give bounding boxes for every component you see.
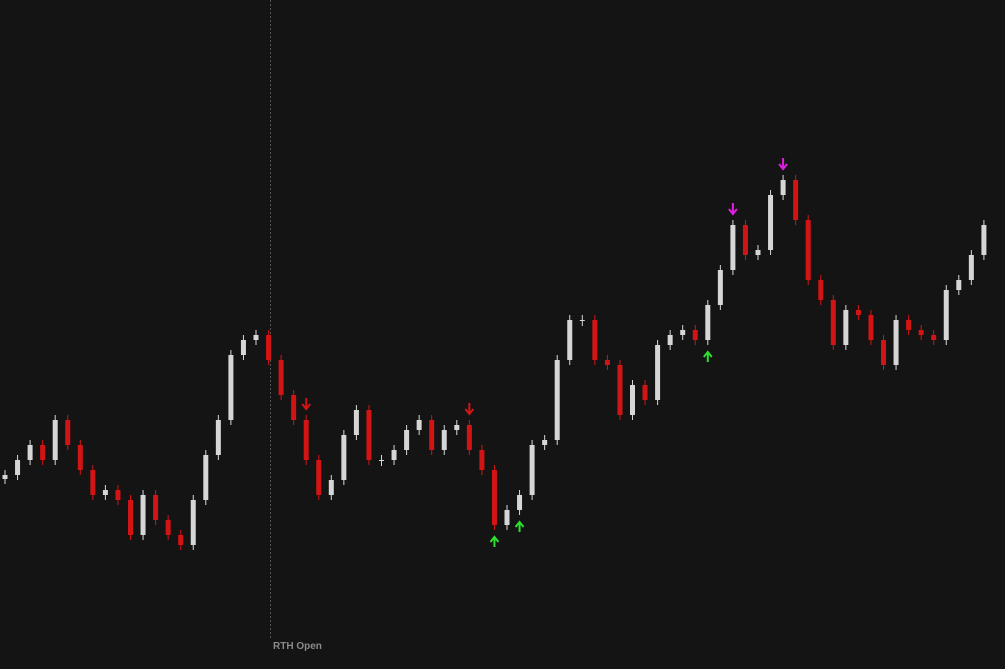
candle-body: [881, 340, 886, 365]
candle-body: [868, 315, 874, 340]
candle-body: [328, 480, 334, 495]
candle-body: [178, 535, 184, 545]
candle-body: [730, 225, 736, 270]
candle-body: [52, 420, 58, 460]
signal-arrow-part: [728, 208, 738, 216]
candle-body: [115, 490, 121, 500]
candle-body: [253, 335, 259, 340]
candle-body: [27, 445, 33, 460]
candle-body: [466, 425, 472, 450]
candle-body: [291, 395, 297, 420]
candle-body: [165, 520, 171, 535]
candle-body: [893, 320, 899, 365]
signal-arrow: [778, 158, 788, 171]
candle-body: [742, 225, 748, 255]
candle-body: [15, 460, 21, 475]
candle-body: [128, 500, 133, 535]
candle-body: [667, 335, 673, 345]
candle-body: [504, 510, 510, 525]
candle-body: [441, 430, 447, 450]
candle-body: [692, 330, 698, 340]
candle-body: [805, 220, 811, 280]
signal-arrow-part: [489, 535, 500, 543]
candle-body: [604, 360, 610, 365]
candle-body: [479, 450, 485, 470]
candle-body: [830, 300, 836, 345]
signal-arrow: [703, 350, 713, 362]
candle-body: [278, 360, 284, 395]
candle-body: [517, 495, 523, 510]
candle-body: [956, 280, 962, 290]
candle-body: [266, 335, 272, 360]
candle-body: [454, 425, 460, 430]
signal-arrow: [489, 535, 500, 547]
candle-body: [153, 495, 159, 520]
candle-body: [529, 445, 535, 495]
signal-arrow-part: [514, 520, 525, 528]
candle-body: [906, 320, 912, 330]
candle-body: [65, 420, 71, 445]
candle-body: [215, 420, 221, 455]
candle-body: [592, 320, 598, 360]
candle-body: [780, 180, 786, 195]
candle-body: [981, 225, 987, 255]
candle-body: [705, 305, 711, 340]
signal-arrow-part: [301, 403, 311, 411]
signal-arrow: [728, 203, 738, 216]
candle-body: [968, 255, 974, 280]
signal-arrow-part: [703, 350, 713, 358]
candle-body: [379, 460, 384, 461]
candle-body: [77, 445, 83, 470]
candle-body: [341, 435, 347, 480]
candle-body: [102, 490, 108, 495]
candle-body: [40, 445, 46, 460]
candle-body: [855, 310, 861, 315]
candle-body: [717, 270, 723, 305]
candle-body: [416, 420, 422, 430]
candle-body: [203, 455, 209, 500]
candle-body: [642, 385, 648, 400]
candle-body: [429, 420, 435, 450]
candle-body: [630, 385, 635, 415]
candle-body: [491, 470, 497, 525]
candle-body: [768, 195, 774, 250]
signal-arrow-part: [464, 408, 475, 416]
candle-body: [353, 410, 359, 435]
candle-body: [943, 290, 949, 340]
candle-body: [655, 345, 661, 400]
rth-label: RTH Open: [273, 641, 322, 652]
candle-body: [404, 430, 410, 450]
candle-body: [843, 310, 849, 345]
candle-body: [818, 280, 824, 300]
candle-body: [617, 365, 623, 415]
candle-body: [931, 335, 937, 340]
candle-body: [90, 470, 96, 495]
candle-body: [542, 440, 548, 445]
candle-body: [579, 320, 585, 321]
candle-body: [680, 330, 686, 335]
candle-body: [316, 460, 322, 495]
candle-body: [793, 180, 799, 220]
candle-body: [567, 320, 573, 360]
signal-arrow-part: [778, 163, 788, 171]
signal-arrow: [514, 520, 525, 532]
candle-body: [190, 500, 196, 545]
candle-body: [303, 420, 309, 460]
signal-arrow: [464, 403, 475, 416]
signal-arrow: [301, 398, 311, 411]
candle-body: [228, 355, 234, 420]
candle-body: [140, 495, 146, 535]
candle-body: [554, 360, 560, 440]
candle-body: [391, 450, 397, 460]
candle-body: [755, 250, 761, 255]
candle-body: [918, 330, 924, 335]
candle-body: [240, 340, 246, 355]
candle-body: [366, 410, 372, 460]
candle-body: [2, 475, 8, 479]
